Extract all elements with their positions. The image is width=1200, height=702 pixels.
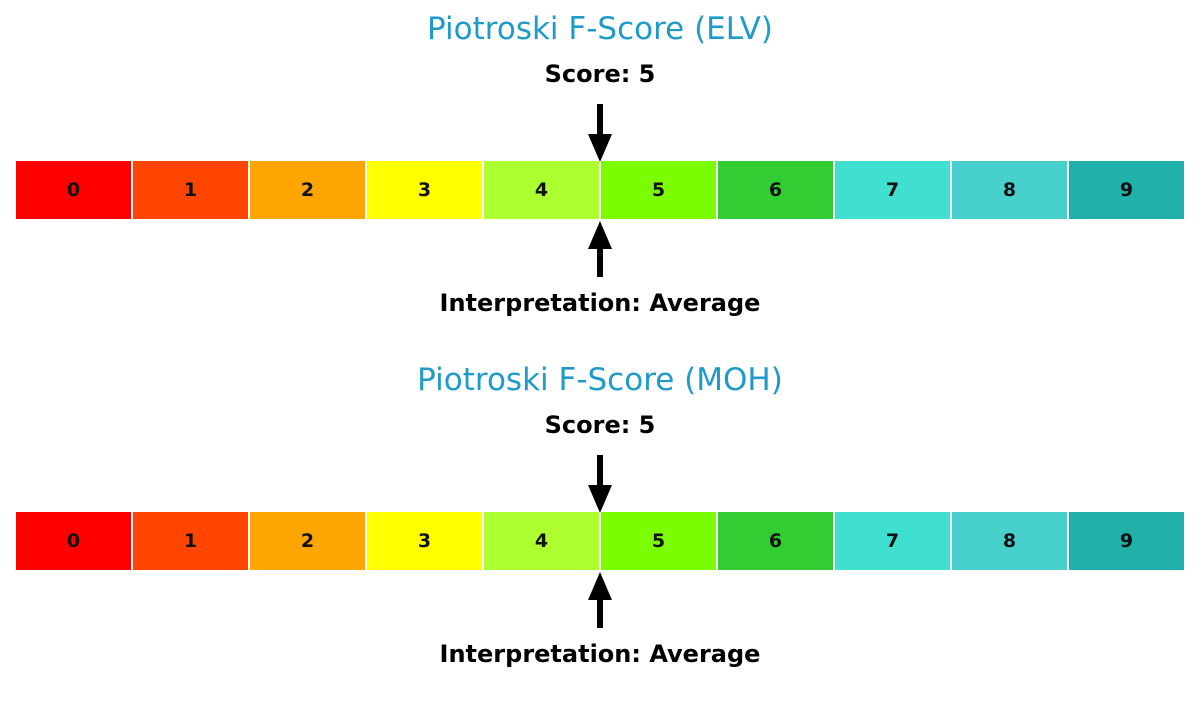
chart-title: Piotroski F-Score (MOH) — [417, 362, 783, 398]
scale-segment-3: 3 — [367, 161, 484, 219]
scale-segment-5: 5 — [601, 512, 718, 570]
segment-label: 7 — [885, 179, 900, 201]
segment-label: 3 — [417, 530, 432, 552]
segment-label: 9 — [1119, 179, 1134, 201]
scale-segment-4: 4 — [484, 512, 601, 570]
arrow-up-icon — [588, 221, 612, 277]
score-label: Score: 5 — [544, 60, 656, 88]
scale-segment-1: 1 — [133, 161, 250, 219]
arrow-up-icon — [588, 572, 612, 628]
scale-segment-8: 8 — [952, 161, 1069, 219]
scale-segment-0: 0 — [16, 512, 133, 570]
segment-label: 1 — [183, 179, 198, 201]
scale-segment-6: 6 — [718, 512, 835, 570]
scale-segment-7: 7 — [835, 161, 952, 219]
segment-label: 6 — [768, 530, 783, 552]
scale-segment-8: 8 — [952, 512, 1069, 570]
scale-segment-0: 0 — [16, 161, 133, 219]
segment-label: 5 — [651, 530, 666, 552]
score-scale-bar: 0 1 2 3 4 5 6 7 8 9 — [16, 161, 1184, 219]
arrow-down-icon — [588, 455, 612, 513]
segment-label: 7 — [885, 530, 900, 552]
chart-title: Piotroski F-Score (ELV) — [427, 11, 773, 47]
interpretation-label: Interpretation: Average — [439, 640, 761, 668]
scale-segment-5: 5 — [601, 161, 718, 219]
segment-label: 0 — [66, 179, 81, 201]
segment-label: 9 — [1119, 530, 1134, 552]
segment-label: 0 — [66, 530, 81, 552]
score-label: Score: 5 — [544, 411, 656, 439]
scale-segment-9: 9 — [1069, 161, 1184, 219]
segment-label: 3 — [417, 179, 432, 201]
segment-label: 8 — [1002, 179, 1017, 201]
scale-segment-4: 4 — [484, 161, 601, 219]
segment-label: 6 — [768, 179, 783, 201]
fscore-panel-elv: Piotroski F-Score (ELV) Score: 5 0 1 2 3… — [16, 11, 1184, 317]
arrow-down-icon — [588, 104, 612, 162]
score-scale-bar: 0 1 2 3 4 5 6 7 8 9 — [16, 512, 1184, 570]
scale-segment-6: 6 — [718, 161, 835, 219]
scale-segment-7: 7 — [835, 512, 952, 570]
scale-segment-1: 1 — [133, 512, 250, 570]
interpretation-label: Interpretation: Average — [439, 289, 761, 317]
segment-label: 2 — [300, 530, 315, 552]
fscore-panel-moh: Piotroski F-Score (MOH) Score: 5 0 1 2 3… — [0, 351, 1200, 702]
scale-segment-2: 2 — [250, 512, 367, 570]
segment-label: 1 — [183, 530, 198, 552]
segment-label: 2 — [300, 179, 315, 201]
scale-segment-9: 9 — [1069, 512, 1184, 570]
scale-segment-2: 2 — [250, 161, 367, 219]
segment-label: 8 — [1002, 530, 1017, 552]
segment-label: 5 — [651, 179, 666, 201]
segment-label: 4 — [534, 179, 549, 201]
scale-segment-3: 3 — [367, 512, 484, 570]
segment-label: 4 — [534, 530, 549, 552]
